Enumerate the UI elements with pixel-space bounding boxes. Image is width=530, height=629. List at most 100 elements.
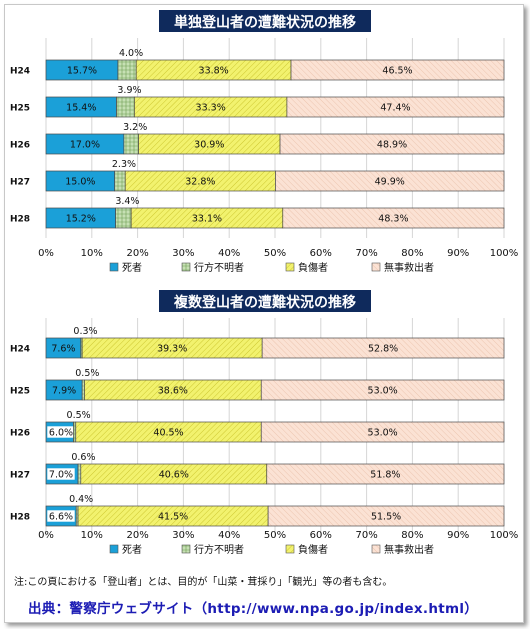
data-label: 39.3% bbox=[157, 344, 187, 355]
bar-segment bbox=[261, 337, 505, 359]
bar-segment bbox=[115, 207, 132, 229]
source-credit: 出典：警察庁ウェブサイト（http://www.npa.go.jp/index.… bbox=[28, 601, 479, 617]
data-label: 30.9% bbox=[194, 140, 224, 151]
legend-swatch bbox=[371, 544, 381, 554]
bar-segment bbox=[260, 379, 505, 401]
legend-swatch bbox=[181, 262, 191, 272]
category-label: H28 bbox=[10, 513, 30, 523]
data-label: 17.0% bbox=[70, 140, 100, 151]
bar-segment bbox=[290, 59, 505, 81]
x-tick-label: 10% bbox=[81, 530, 103, 541]
chart-title: 複数登山者の遭難状況の推移 bbox=[173, 294, 356, 311]
data-label: 51.8% bbox=[370, 470, 400, 481]
footnote: 注:この頁における「登山者」とは、目的が「山菜・茸採り」「観光」等の者も含む。 bbox=[14, 577, 393, 588]
category-label: H26 bbox=[10, 141, 30, 151]
bar-segment bbox=[275, 170, 505, 192]
x-tick-label: 100% bbox=[490, 248, 519, 259]
data-label: 38.6% bbox=[158, 386, 188, 397]
x-tick-label: 0% bbox=[38, 530, 54, 541]
chart-title: 単独登山者の遭難状況の推移 bbox=[174, 14, 356, 31]
legend-swatch bbox=[285, 544, 295, 554]
legend-label: 無事救出者 bbox=[384, 543, 434, 556]
data-label: 47.4% bbox=[380, 103, 410, 114]
x-tick-label: 70% bbox=[355, 530, 377, 541]
data-label: 48.9% bbox=[377, 140, 407, 151]
bar-segment bbox=[286, 96, 505, 118]
category-label: H24 bbox=[10, 67, 30, 77]
x-tick-label: 0% bbox=[38, 248, 54, 259]
legend-swatch bbox=[371, 262, 381, 272]
x-tick-label: 30% bbox=[172, 530, 194, 541]
data-label: 7.9% bbox=[52, 386, 76, 397]
data-label: 33.8% bbox=[199, 66, 229, 77]
data-label: 15.4% bbox=[66, 103, 96, 114]
legend-swatch bbox=[285, 262, 295, 272]
bar-segment bbox=[267, 505, 505, 527]
bar-segment bbox=[260, 421, 505, 443]
data-label: 53.0% bbox=[368, 386, 398, 397]
data-label: 33.3% bbox=[196, 103, 226, 114]
chart-title-bg bbox=[159, 10, 371, 32]
category-label: H25 bbox=[10, 104, 30, 114]
data-label: 49.9% bbox=[375, 177, 405, 188]
category-label: H28 bbox=[10, 215, 30, 225]
data-label: 53.0% bbox=[368, 428, 398, 439]
bar-segment bbox=[114, 170, 126, 192]
x-tick-label: 70% bbox=[355, 248, 377, 259]
x-tick-label: 60% bbox=[310, 248, 332, 259]
legend-label: 死者 bbox=[122, 544, 142, 556]
data-label-box bbox=[46, 467, 76, 481]
data-label: 40.5% bbox=[153, 428, 183, 439]
data-label: 6.0% bbox=[49, 428, 73, 439]
x-tick-label: 90% bbox=[447, 530, 469, 541]
chart-2: 複数登山者の遭難状況の推移 0% 10% 20% 30% 40% 50% 60% 70% 80% 9… bbox=[10, 290, 518, 556]
legend-label: 負傷者 bbox=[298, 261, 328, 274]
legend-label: 行方不明者 bbox=[194, 261, 244, 274]
x-tick-label: 40% bbox=[218, 530, 240, 541]
x-tick-label: 50% bbox=[264, 248, 286, 259]
x-tick-label: 20% bbox=[126, 248, 148, 259]
data-label: 6.6% bbox=[49, 512, 73, 523]
data-label: 7.0% bbox=[49, 470, 73, 481]
data-label: 46.5% bbox=[382, 66, 412, 77]
data-label: 40.6% bbox=[159, 470, 189, 481]
data-label: 3.2% bbox=[123, 122, 147, 133]
legend-swatch bbox=[109, 262, 119, 272]
bar-segment bbox=[266, 463, 505, 485]
bar-segment bbox=[279, 133, 505, 155]
data-label: 0.5% bbox=[67, 410, 91, 421]
data-label: 0.5% bbox=[75, 368, 99, 379]
chart-1: 単独登山者の遭難状況の推移 0% 10% 20% 30% 40% 50% 60% 70% 80% 9… bbox=[10, 10, 518, 274]
data-label: 15.2% bbox=[66, 214, 96, 225]
data-label: 0.4% bbox=[69, 494, 93, 505]
legend-label: 負傷者 bbox=[298, 543, 328, 556]
data-label: 0.3% bbox=[73, 326, 97, 337]
x-tick-label: 10% bbox=[81, 248, 103, 259]
data-label-box bbox=[46, 509, 76, 523]
x-tick-label: 40% bbox=[218, 248, 240, 259]
data-label: 33.1% bbox=[192, 214, 222, 225]
x-tick-label: 50% bbox=[264, 530, 286, 541]
data-label: 3.4% bbox=[115, 196, 139, 207]
x-tick-label: 80% bbox=[401, 248, 423, 259]
category-label: H27 bbox=[10, 471, 30, 481]
data-label: 51.5% bbox=[371, 512, 401, 523]
category-label: H24 bbox=[10, 345, 30, 355]
data-label: 7.6% bbox=[51, 344, 75, 355]
data-label: 48.3% bbox=[378, 214, 408, 225]
legend-label: 無事救出者 bbox=[384, 261, 434, 274]
chart-title-bg bbox=[159, 290, 371, 312]
bar-segment bbox=[77, 463, 82, 485]
bar-segment bbox=[123, 133, 139, 155]
data-label: 32.8% bbox=[185, 177, 215, 188]
data-label: 0.6% bbox=[71, 452, 95, 463]
x-tick-label: 90% bbox=[447, 248, 469, 259]
bar-segment bbox=[116, 96, 135, 118]
x-tick-label: 30% bbox=[172, 248, 194, 259]
x-tick-label: 60% bbox=[310, 530, 332, 541]
legend-swatch bbox=[109, 544, 119, 554]
data-label: 15.7% bbox=[67, 66, 97, 77]
data-label: 2.3% bbox=[112, 159, 136, 170]
x-tick-label: 80% bbox=[401, 530, 423, 541]
